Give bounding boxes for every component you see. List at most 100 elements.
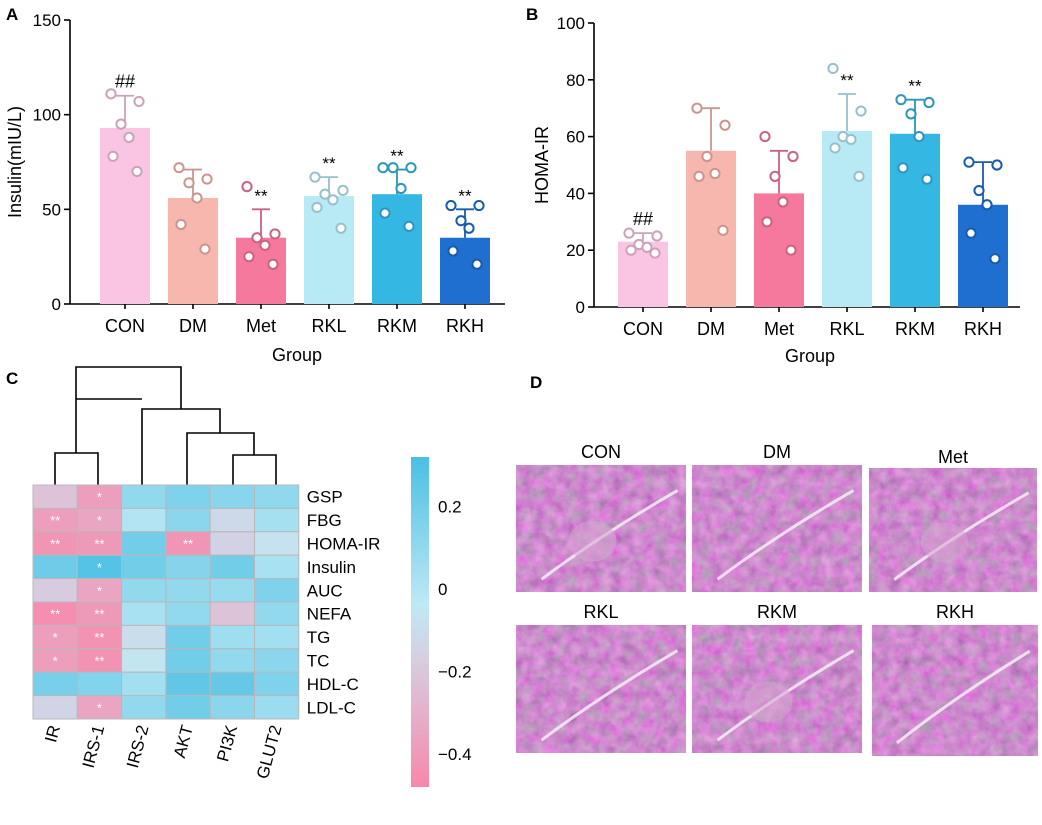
data-point	[777, 196, 789, 208]
histology-label: RKM	[757, 602, 797, 622]
heatmap-row-label: AUC	[307, 581, 343, 600]
data-point	[989, 253, 1001, 265]
heatmap-star: **	[50, 537, 60, 552]
heatmap-cell	[254, 484, 300, 509]
data-point	[199, 243, 211, 255]
data-point	[403, 220, 415, 232]
data-point	[243, 251, 255, 263]
y-tick-label: 0	[52, 295, 61, 314]
histology-islet	[744, 681, 793, 723]
heatmap-column-label: IRS-1	[79, 723, 109, 770]
y-tick-label: 20	[566, 241, 585, 260]
heatmap-cell	[209, 695, 255, 720]
data-point	[405, 162, 417, 174]
heatmap-cell	[121, 507, 167, 533]
data-point	[473, 199, 485, 212]
heatmap-star: **	[50, 513, 60, 528]
data-point	[131, 165, 143, 178]
data-point	[183, 177, 195, 189]
data-point	[981, 199, 993, 211]
data-point	[335, 222, 347, 234]
x-tick-label: RKL	[311, 316, 346, 336]
heatmap-cell	[32, 695, 78, 720]
data-point	[625, 244, 637, 256]
histology-label: Met	[938, 447, 968, 467]
insulin-bar-marks: 0 50 100 150 ## CON DM ** Met ** RKL ** RKM ** RKH	[33, 11, 505, 336]
histology-duct	[540, 649, 679, 742]
data-point	[463, 222, 475, 234]
heatmap-star: *	[97, 583, 102, 598]
homa-ir-y-axis-title: HOMA-IR	[532, 126, 552, 204]
heatmap-column-label: GLUT2	[253, 723, 286, 781]
heatmap-star: **	[94, 654, 104, 669]
heatmap-cell	[165, 578, 211, 603]
heatmap-cell	[165, 601, 211, 626]
data-point	[785, 244, 797, 256]
homa-ir-bar-chart: 0 20 40 60 80 100 ## CON DM Met ** RKL ** RKM RKH HOMA…	[532, 14, 1020, 366]
colorbar-tick-label: −0.4	[438, 745, 472, 764]
panel-label-b: B	[526, 5, 538, 24]
significance-mark: **	[322, 154, 336, 173]
colorbar-tick-label: 0	[438, 580, 447, 599]
heatmap-cell	[209, 531, 255, 556]
significance-mark: **	[908, 77, 922, 96]
data-point	[855, 105, 867, 117]
data-point	[471, 258, 483, 270]
heatmap-cell	[165, 695, 211, 720]
heatmap-cell	[254, 695, 300, 720]
data-point	[897, 162, 909, 174]
heatmap-cell	[121, 671, 167, 697]
x-tick-label: RKH	[446, 316, 484, 336]
data-point	[455, 215, 467, 227]
histology-duct	[716, 489, 855, 581]
x-tick-label: CON	[105, 316, 145, 336]
data-point	[845, 133, 857, 146]
heatmap-cell	[254, 531, 300, 556]
histology-image	[692, 465, 862, 592]
heatmap-column-label: IRS-2	[123, 723, 153, 770]
heatmap-cell	[32, 578, 78, 603]
heatmap-colorbar: 0.2 0 −0.2 −0.4	[411, 457, 472, 787]
bar-rkl	[822, 130, 872, 307]
colorbar-tick-label: −0.2	[438, 663, 472, 682]
data-point	[651, 230, 663, 242]
homa-ir-x-axis-title: Group	[785, 346, 835, 366]
y-tick-label: 80	[566, 71, 585, 90]
panel-label-d: D	[530, 373, 542, 392]
data-point	[717, 224, 729, 236]
data-point	[895, 94, 907, 106]
x-tick-label: Met	[764, 319, 794, 339]
data-point	[853, 170, 865, 182]
data-point	[387, 162, 399, 174]
heatmap-star: *	[97, 700, 102, 715]
significance-mark: ##	[115, 72, 135, 92]
heatmap-cell	[254, 671, 300, 697]
heatmap-cell	[254, 554, 300, 580]
heatmap-cell	[209, 507, 255, 533]
heatmap-column-label: AKT	[170, 723, 197, 760]
heatmap-cell	[121, 484, 167, 509]
heatmap-star: *	[97, 560, 102, 575]
histology-islet	[568, 520, 617, 562]
heatmap-cell	[209, 601, 255, 626]
histology-panel: CON DM Met RKL RKM RKH	[516, 442, 1038, 756]
heatmap-cell	[209, 624, 255, 650]
histology-label: RKH	[936, 602, 974, 622]
data-point	[787, 150, 799, 163]
histology-image	[872, 625, 1038, 756]
histology-label: CON	[581, 442, 621, 462]
heatmap-cell	[209, 578, 255, 603]
heatmap-star: *	[97, 513, 102, 528]
heatmap-row-label: FBG	[307, 511, 342, 530]
data-point	[107, 150, 119, 162]
heatmap-row-label: Insulin	[307, 558, 356, 577]
data-point	[623, 227, 635, 239]
histology-label: DM	[763, 442, 791, 462]
x-tick-label: Met	[246, 316, 276, 336]
heatmap-cell	[121, 578, 167, 603]
insulin-y-axis-title: Insulin(mIU/L)	[5, 106, 25, 218]
data-point	[709, 167, 721, 180]
significance-mark: **	[390, 147, 404, 166]
heatmap-star: **	[94, 630, 104, 645]
